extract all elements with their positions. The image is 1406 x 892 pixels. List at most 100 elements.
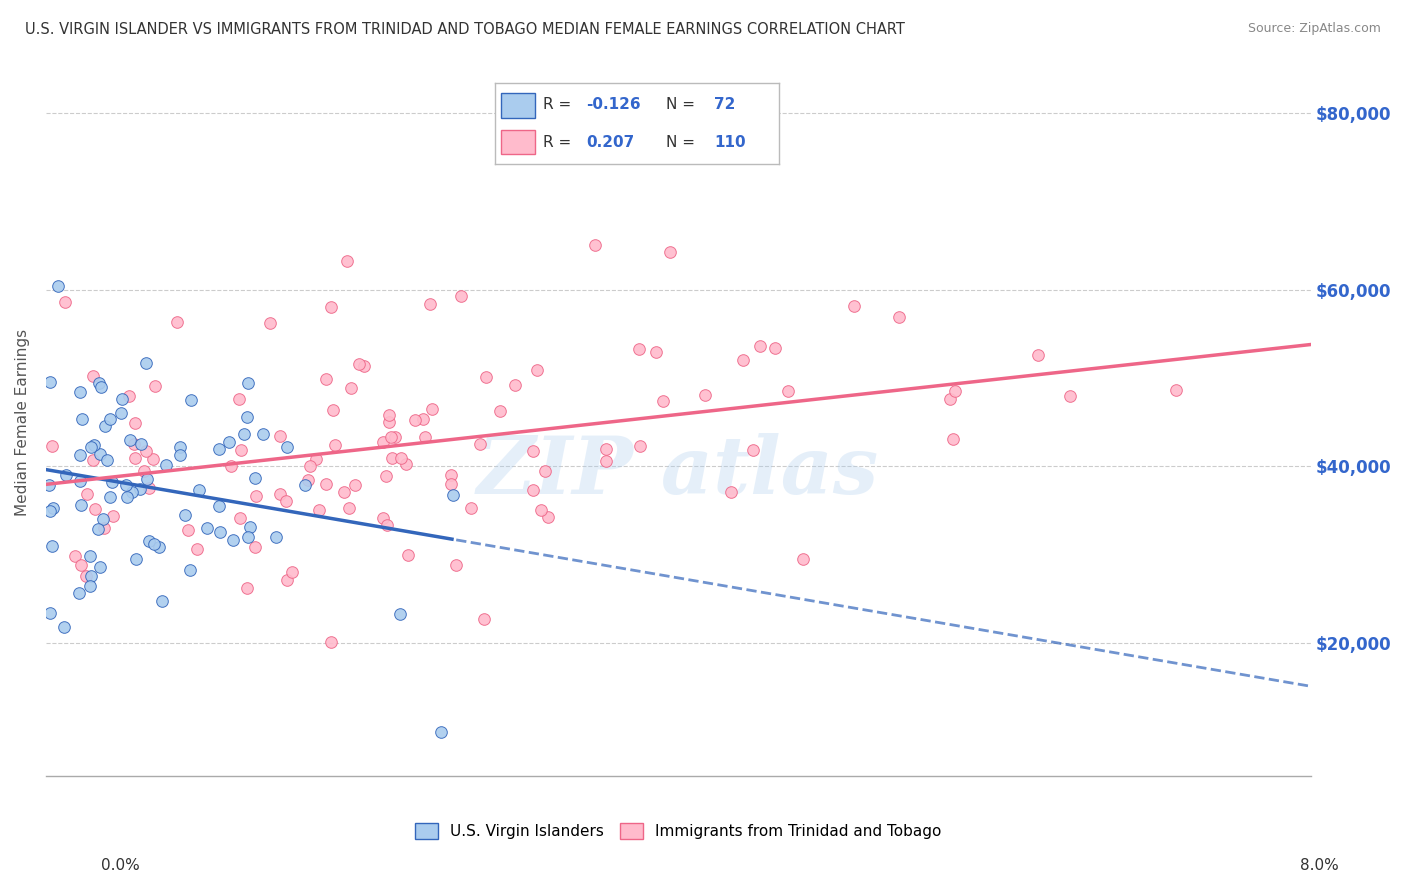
Point [138, 533, 160, 548]
Point [236, 581, 259, 595]
Point [942, 432, 965, 446]
Point [389, 451, 412, 466]
Point [595, 442, 617, 457]
Point [344, 477, 367, 491]
Point [276, 440, 298, 454]
Point [229, 511, 252, 525]
Point [778, 384, 800, 399]
Point [792, 551, 814, 566]
Point [195, 521, 218, 535]
Point [142, 451, 165, 466]
Point [503, 377, 526, 392]
Point [1059, 388, 1081, 402]
Point [276, 493, 298, 508]
Point [239, 520, 262, 534]
Point [236, 376, 259, 391]
Point [371, 435, 394, 450]
Point [75, 569, 97, 583]
Point [79, 549, 101, 564]
Point [90, 380, 112, 394]
Text: 8.0%: 8.0% [1299, 858, 1339, 872]
Point [69, 385, 91, 400]
Point [143, 379, 166, 393]
Point [377, 409, 399, 423]
Point [384, 430, 406, 444]
Point [55, 295, 77, 310]
Point [55, 467, 77, 482]
Point [82, 452, 104, 467]
Point [84, 501, 107, 516]
Point [1164, 383, 1187, 397]
Point [98, 411, 121, 425]
Point [186, 542, 208, 557]
Point [396, 549, 419, 563]
Point [460, 500, 482, 515]
Point [169, 448, 191, 462]
Point [67, 586, 90, 600]
Point [238, 530, 260, 544]
Point [70, 411, 93, 425]
Point [943, 384, 966, 399]
Point [693, 388, 716, 402]
Point [129, 482, 152, 496]
Text: Source: ZipAtlas.com: Source: ZipAtlas.com [1247, 22, 1381, 36]
Point [135, 356, 157, 370]
Point [138, 481, 160, 495]
Point [169, 440, 191, 454]
Point [333, 484, 356, 499]
Point [522, 443, 544, 458]
Point [166, 315, 188, 329]
Point [444, 558, 467, 572]
Point [720, 485, 742, 500]
Point [395, 457, 418, 471]
Point [243, 471, 266, 485]
Point [537, 509, 560, 524]
Point [595, 454, 617, 468]
Point [98, 490, 121, 504]
Point [143, 537, 166, 551]
Point [419, 297, 441, 311]
Point [218, 434, 240, 449]
Point [41, 540, 63, 554]
Point [101, 475, 124, 489]
Point [173, 508, 195, 523]
Point [322, 402, 344, 417]
Point [121, 484, 143, 499]
Point [440, 477, 463, 491]
Point [179, 563, 201, 577]
Point [413, 430, 436, 444]
Point [269, 429, 291, 443]
Point [336, 254, 359, 268]
Point [235, 409, 257, 424]
Point [124, 416, 146, 430]
Point [889, 310, 911, 325]
Point [450, 289, 472, 303]
Point [125, 551, 148, 566]
Point [321, 635, 343, 649]
Point [439, 467, 461, 482]
Point [135, 473, 157, 487]
Point [93, 521, 115, 535]
Point [39, 607, 62, 621]
Point [177, 524, 200, 538]
Point [1026, 348, 1049, 362]
Point [731, 352, 754, 367]
Point [69, 558, 91, 573]
Point [644, 344, 666, 359]
Point [118, 388, 141, 402]
Point [245, 489, 267, 503]
Point [371, 511, 394, 525]
Point [222, 533, 245, 547]
Point [381, 451, 404, 466]
Point [259, 316, 281, 330]
Point [53, 620, 76, 634]
Point [294, 478, 316, 492]
Point [150, 594, 173, 608]
Point [628, 439, 651, 453]
Point [658, 245, 681, 260]
Point [749, 339, 772, 353]
Point [79, 579, 101, 593]
Point [245, 540, 267, 554]
Point [627, 342, 650, 356]
Text: ZIP atlas: ZIP atlas [477, 433, 879, 510]
